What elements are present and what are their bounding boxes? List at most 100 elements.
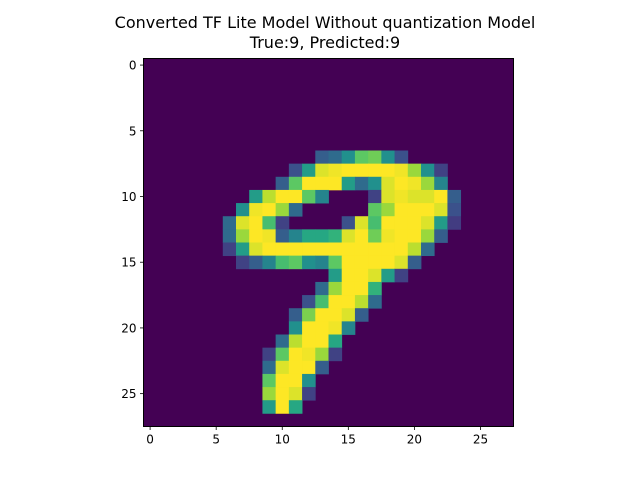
heatmap-cell — [394, 268, 409, 283]
heatmap-cell — [407, 216, 422, 230]
heatmap-cell — [328, 268, 343, 283]
heatmap-cell — [288, 334, 303, 349]
heatmap-cell — [315, 150, 329, 165]
heatmap-cell — [262, 189, 277, 204]
heatmap-cell — [275, 203, 290, 217]
heatmap-cell — [354, 176, 369, 191]
heatmap-cell — [421, 189, 435, 204]
heatmap-cell — [421, 163, 435, 178]
heatmap-cell — [275, 229, 290, 243]
heatmap-cell — [328, 242, 343, 257]
heatmap-cell — [407, 189, 422, 204]
heatmap-cell — [328, 255, 343, 270]
heatmap-cell — [394, 176, 409, 191]
heatmap-cell — [275, 334, 290, 349]
heatmap-cell — [328, 308, 343, 322]
heatmap-cell — [328, 347, 343, 362]
heatmap-cell — [341, 229, 356, 243]
heatmap-cell — [368, 163, 382, 178]
heatmap-cell — [421, 242, 435, 257]
x-tick-label: 0 — [146, 433, 154, 447]
heatmap-cell — [341, 255, 356, 270]
heatmap-cell — [341, 321, 356, 335]
heatmap-cell — [394, 189, 409, 204]
heatmap-cell — [407, 203, 422, 217]
y-tick-label: 20 — [121, 321, 136, 335]
heatmap-cell — [354, 308, 369, 322]
heatmap-cell — [447, 216, 462, 230]
heatmap-cell — [381, 255, 395, 270]
heatmap-cell — [288, 308, 303, 322]
heatmap-cell — [315, 308, 329, 322]
heatmap-cell — [262, 255, 277, 270]
heatmap-cell — [354, 163, 369, 178]
heatmap-cell — [315, 281, 329, 296]
heatmap-cell — [302, 295, 316, 309]
heatmap-cell — [302, 334, 316, 349]
heatmap-cell — [381, 242, 395, 257]
heatmap-cell — [236, 255, 250, 270]
x-tick-label: 20 — [407, 433, 422, 447]
heatmap-cell — [288, 387, 303, 401]
heatmap-cell — [368, 255, 382, 270]
heatmap-cell — [381, 189, 395, 204]
heatmap-cell — [302, 373, 316, 388]
heatmap-cell — [315, 229, 329, 243]
heatmap-cell — [328, 163, 343, 178]
heatmap-cell — [262, 400, 277, 414]
y-tick-label: 15 — [121, 256, 136, 270]
heatmap-cell — [275, 347, 290, 362]
heatmap-cell — [421, 216, 435, 230]
heatmap-cell — [249, 189, 263, 204]
heatmap-cell — [354, 255, 369, 270]
heatmap-cell — [434, 163, 448, 178]
plot-frame — [143, 58, 514, 427]
heatmap-cell — [288, 189, 303, 204]
heatmap-cell — [381, 268, 395, 283]
heatmap-cell — [341, 176, 356, 191]
x-tick-label: 15 — [341, 433, 356, 447]
heatmap-cell — [262, 229, 277, 243]
heatmap-cell — [275, 255, 290, 270]
heatmap-cell — [341, 163, 356, 178]
heatmap-cell — [381, 176, 395, 191]
heatmap-cell — [275, 176, 290, 191]
heatmap-cell — [447, 189, 462, 204]
heatmap-cell — [354, 281, 369, 296]
heatmap-cell — [368, 268, 382, 283]
heatmap-cell — [288, 163, 303, 178]
heatmap-cell — [288, 255, 303, 270]
heatmap-cell — [368, 281, 382, 296]
heatmap-cell — [275, 216, 290, 230]
heatmap-cell — [394, 229, 409, 243]
heatmap-cell — [315, 255, 329, 270]
heatmap-cell — [394, 163, 409, 178]
heatmap-cell — [381, 163, 395, 178]
heatmap-cell — [222, 242, 237, 257]
heatmap-cell — [236, 203, 250, 217]
heatmap-cell — [394, 255, 409, 270]
heatmap-cell — [328, 295, 343, 309]
heatmap-cell — [222, 216, 237, 230]
heatmap-cell — [249, 216, 263, 230]
heatmap-cell — [262, 203, 277, 217]
heatmap-cell — [354, 229, 369, 243]
heatmap-cell — [341, 308, 356, 322]
heatmap-cell — [249, 203, 263, 217]
heatmap-cell — [354, 150, 369, 165]
heatmap-cell — [328, 150, 343, 165]
heatmap-cell — [288, 400, 303, 414]
heatmap-cell — [222, 229, 237, 243]
heatmap-cell — [421, 203, 435, 217]
x-axis: 0 5 10 15 20 25 — [146, 426, 488, 447]
heatmap-cell — [328, 281, 343, 296]
heatmap-cell — [288, 242, 303, 257]
heatmap-cell — [368, 176, 382, 191]
heatmap-cell — [434, 176, 448, 191]
heatmap-cell — [341, 216, 356, 230]
heatmap-cell — [407, 242, 422, 257]
heatmap-cell — [249, 255, 263, 270]
y-tick-label: 25 — [121, 387, 136, 401]
heatmap-cell — [368, 295, 382, 309]
